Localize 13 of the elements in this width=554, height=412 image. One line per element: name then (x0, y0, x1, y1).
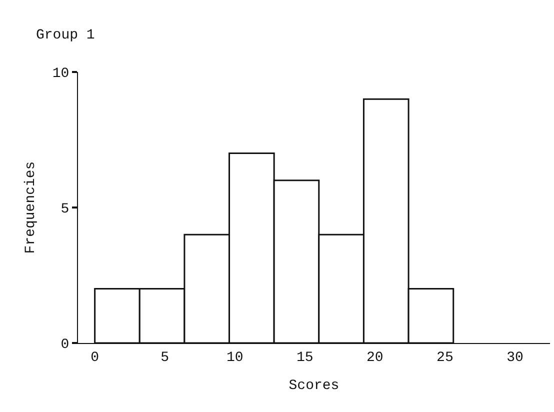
x-tick-label: 0 (90, 350, 100, 366)
y-tick-label: 5 (60, 201, 70, 218)
x-axis-title: Scores (288, 378, 340, 394)
x-tick-label: 30 (506, 350, 524, 366)
y-tick-label: 10 (52, 66, 70, 82)
x-tick-label: 10 (226, 350, 244, 366)
x-tick-label: 20 (366, 350, 384, 366)
x-tick-label: 5 (160, 350, 170, 366)
y-tick-label: 0 (60, 336, 70, 353)
chart-title: Group 1 (36, 28, 95, 44)
x-tick-label: 25 (436, 350, 454, 366)
x-tick-label: 15 (296, 350, 314, 366)
y-axis-title: Frequencies (22, 161, 39, 254)
